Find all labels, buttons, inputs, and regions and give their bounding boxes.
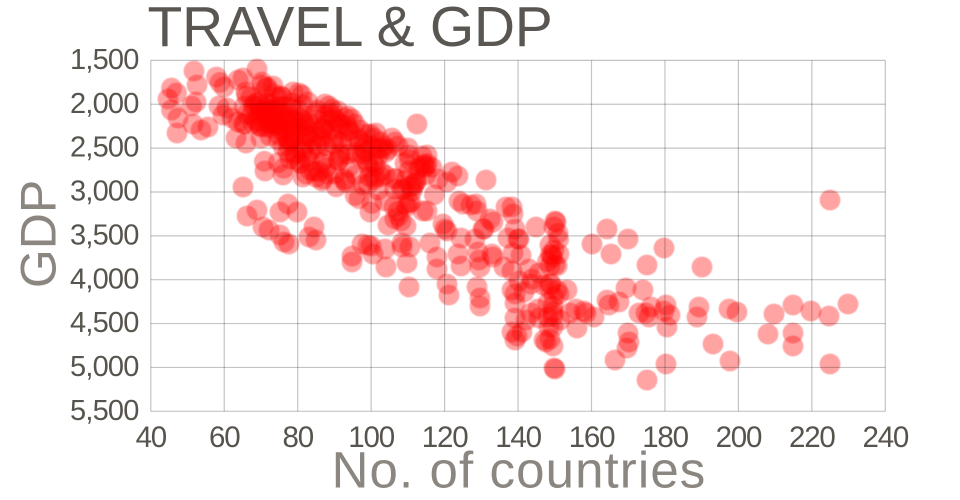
svg-text:2,500: 2,500 (70, 132, 139, 164)
svg-text:60: 60 (209, 421, 240, 454)
svg-text:140: 140 (495, 421, 541, 454)
svg-text:1,500: 1,500 (70, 44, 139, 76)
svg-text:200: 200 (716, 421, 762, 454)
svg-text:4,500: 4,500 (70, 307, 139, 339)
svg-text:2,000: 2,000 (70, 88, 139, 120)
svg-text:3,000: 3,000 (70, 176, 139, 208)
svg-text:120: 120 (422, 421, 468, 454)
svg-text:No. of countries: No. of countries (332, 442, 707, 499)
svg-text:TRAVEL & GDP: TRAVEL & GDP (148, 0, 553, 59)
svg-text:5,000: 5,000 (70, 351, 139, 383)
svg-text:40: 40 (136, 421, 167, 454)
svg-text:220: 220 (789, 421, 835, 454)
svg-text:5,500: 5,500 (70, 395, 139, 427)
svg-text:240: 240 (862, 421, 908, 454)
svg-text:180: 180 (642, 421, 688, 454)
svg-text:3,500: 3,500 (70, 219, 139, 251)
svg-text:160: 160 (569, 421, 615, 454)
svg-text:4,000: 4,000 (70, 263, 139, 295)
svg-text:100: 100 (348, 421, 394, 454)
svg-text:GDP: GDP (11, 180, 67, 288)
svg-text:80: 80 (282, 421, 313, 454)
